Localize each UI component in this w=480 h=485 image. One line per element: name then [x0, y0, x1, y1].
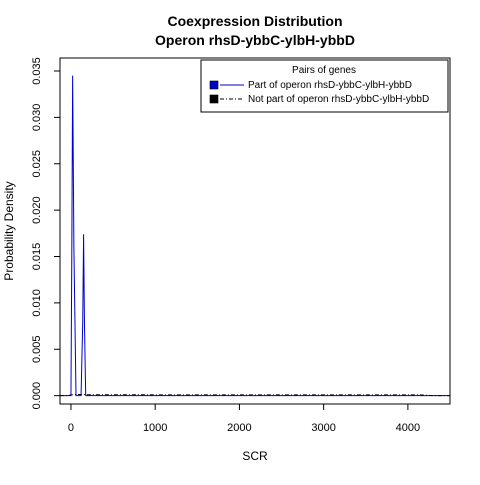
y-tick-label: 0.020	[31, 196, 43, 224]
x-tick-label: 2000	[227, 422, 251, 434]
x-axis: 0 1000 2000 3000 4000	[68, 404, 420, 434]
legend-swatch-not-part-of-operon	[209, 94, 219, 104]
x-tick-label: 4000	[396, 422, 420, 434]
chart-title-line-2: Operon rhsD-ybbC-ylbH-ybbD	[155, 32, 355, 48]
plot-frame	[59, 57, 451, 405]
x-axis-label: SCR	[242, 449, 268, 463]
chart-title-line-1: Coexpression Distribution	[167, 13, 342, 29]
y-axis-label: Probability Density	[2, 181, 16, 280]
y-tick-label: 0.015	[31, 243, 43, 271]
y-tick-label: 0.000	[31, 382, 43, 410]
x-tick-label: 0	[68, 422, 74, 434]
legend-swatch-part-of-operon	[209, 80, 219, 90]
series-line-part-of-operon	[60, 75, 450, 397]
legend-box	[200, 59, 449, 113]
y-tick-label: 0.035	[31, 57, 43, 85]
legend: Pairs of genes Part of operon rhsD-ybbC-…	[200, 59, 449, 113]
y-tick-label: 0.005	[31, 336, 43, 364]
series-layer	[60, 75, 450, 397]
legend-label-part-of-operon: Part of operon rhsD-ybbC-ylbH-ybbD	[248, 80, 412, 91]
y-axis: 0.000 0.005 0.010 0.015 0.020 0.025 0.030 0.035	[31, 57, 60, 409]
x-tick-label: 3000	[311, 422, 335, 434]
x-tick-label: 1000	[143, 422, 167, 434]
y-tick-label: 0.030	[31, 104, 43, 132]
y-tick-label: 0.025	[31, 150, 43, 178]
series-line-not-part-of-operon	[60, 394, 450, 397]
legend-title: Pairs of genes	[292, 65, 356, 76]
legend-label-not-part-of-operon: Not part of operon rhsD-ybbC-ylbH-ybbD	[248, 94, 429, 105]
y-tick-label: 0.010	[31, 289, 43, 317]
